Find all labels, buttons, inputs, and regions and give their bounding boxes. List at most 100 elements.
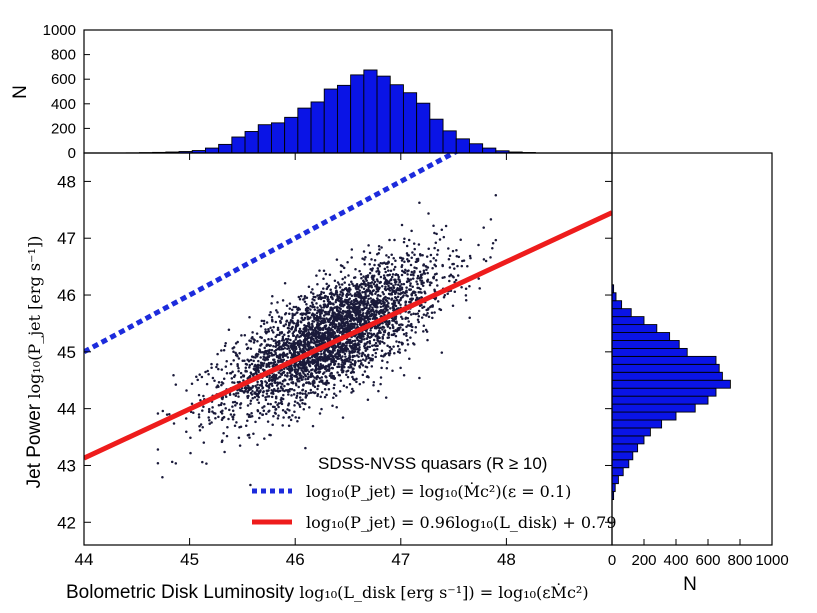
right-hist-bar <box>611 324 658 333</box>
scatter-point <box>424 265 428 268</box>
scatter-point <box>236 381 240 384</box>
scatter-point <box>279 372 283 375</box>
scatter-point <box>298 335 301 339</box>
scatter-point <box>315 311 319 315</box>
scatter-point <box>372 384 375 387</box>
scatter-point <box>290 326 294 330</box>
scatter-point <box>422 324 426 327</box>
scatter-point <box>378 340 382 343</box>
scatter-point <box>410 322 413 326</box>
scatter-point <box>320 407 323 411</box>
scatter-point <box>336 355 340 358</box>
scatter-point <box>320 391 324 394</box>
scatter-point <box>227 328 231 331</box>
scatter-point <box>231 405 234 408</box>
scatter-point <box>350 306 353 309</box>
scatter-point <box>364 292 367 296</box>
scatter-point <box>294 382 298 385</box>
scatter-point <box>406 273 409 276</box>
scatter-point <box>317 339 321 343</box>
scatter-point <box>248 386 251 389</box>
scatter-point <box>296 351 299 354</box>
scatter-point <box>237 395 240 398</box>
scatter-point <box>263 352 266 356</box>
scatter-point <box>222 377 226 380</box>
scatter-point <box>161 409 165 413</box>
right-hist-tick-label: 0 <box>608 552 616 569</box>
scatter-point <box>484 259 488 263</box>
scatter-point <box>257 369 260 372</box>
scatter-point <box>379 299 383 303</box>
scatter-point <box>289 377 293 380</box>
scatter-point <box>207 416 210 419</box>
scatter-point <box>387 280 391 283</box>
scatter-point <box>293 313 296 317</box>
scatter-point <box>272 345 275 348</box>
scatter-point <box>360 334 363 338</box>
scatter-point <box>409 336 412 339</box>
scatter-point <box>329 357 333 361</box>
scatter-point <box>345 386 349 389</box>
scatter-point <box>350 248 354 251</box>
scatter-point <box>390 298 393 301</box>
scatter-point <box>354 312 358 316</box>
scatter-point <box>406 294 409 298</box>
scatter-point <box>345 295 349 299</box>
scatter-point <box>281 355 285 359</box>
scatter-point <box>422 281 425 284</box>
scatter-point <box>319 314 322 318</box>
scatter-point <box>237 357 241 360</box>
scatter-point <box>348 307 351 310</box>
scatter-point <box>384 288 387 291</box>
scatter-point <box>332 348 336 352</box>
scatter-point <box>270 302 273 305</box>
scatter-point <box>299 294 303 298</box>
scatter-point <box>270 315 274 319</box>
scatter-point <box>246 404 250 407</box>
top-hist-bar <box>402 92 418 154</box>
scatter-point <box>229 371 232 375</box>
scatter-point <box>363 317 366 320</box>
scatter-point <box>329 335 332 338</box>
scatter-point <box>262 322 266 326</box>
scatter-point <box>466 265 469 268</box>
scatter-point <box>256 340 259 343</box>
scatter-point <box>459 238 462 241</box>
scatter-point <box>404 301 407 304</box>
scatter-point <box>442 296 446 299</box>
scatter-point <box>482 258 486 261</box>
scatter-point <box>303 294 307 298</box>
scatter-point <box>256 443 259 447</box>
scatter-point <box>308 357 312 360</box>
scatter-point <box>278 348 281 351</box>
scatter-point <box>375 287 379 291</box>
scatter-point <box>361 315 365 318</box>
scatter-point <box>384 295 387 299</box>
scatter-point <box>328 331 331 335</box>
scatter-point <box>355 294 358 297</box>
scatter-point <box>268 365 271 368</box>
scatter-point <box>356 319 360 322</box>
scatter-point <box>416 318 420 321</box>
scatter-point <box>352 306 356 310</box>
scatter-point <box>431 316 434 320</box>
scatter-point <box>397 340 401 344</box>
scatter-point <box>195 375 198 378</box>
scatter-point <box>417 290 420 294</box>
scatter-point <box>350 347 353 350</box>
scatter-point <box>396 344 400 348</box>
scatter-point <box>293 400 297 403</box>
scatter-point <box>258 383 262 387</box>
scatter-point <box>361 291 364 294</box>
scatter-point <box>396 350 400 353</box>
right-hist-bar <box>611 403 696 413</box>
scatter-point <box>342 266 346 270</box>
scatter-point <box>432 257 435 260</box>
scatter-point <box>367 294 370 298</box>
scatter-point <box>336 371 339 374</box>
scatter-point <box>312 341 316 345</box>
scatter-point <box>379 305 383 309</box>
scatter-point <box>440 228 444 231</box>
scatter-point <box>253 338 256 342</box>
scatter-point <box>250 372 253 375</box>
